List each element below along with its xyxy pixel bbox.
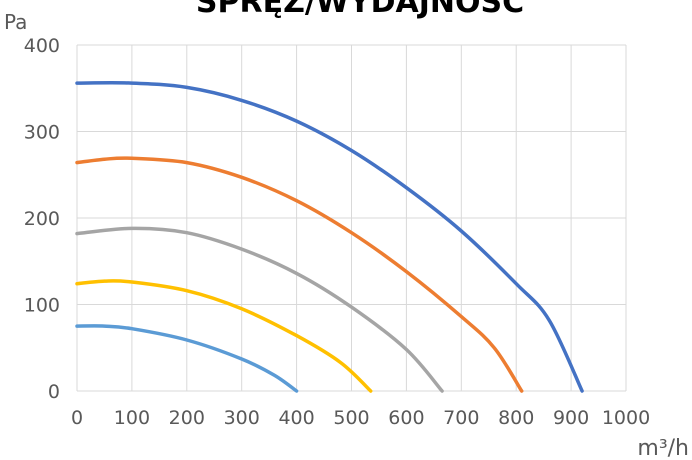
y-tick-label: 300 <box>24 122 60 144</box>
x-axis-ticks: 0 100 200 300 400 500 600 700 800 900 1000 <box>71 407 650 429</box>
x-tick-label: 600 <box>388 407 424 429</box>
x-tick-label: 800 <box>498 407 534 429</box>
series-line-2 <box>75 156 524 393</box>
chart-title: SPRĘŻ/WYDAJNOŚĆ <box>196 0 524 20</box>
x-tick-label: 0 <box>71 407 83 429</box>
y-tick-label: 100 <box>24 295 60 317</box>
series-line-3 <box>75 226 444 393</box>
y-axis-unit: Pa <box>4 10 27 34</box>
x-tick-label: 1000 <box>602 407 650 429</box>
series-line-5 <box>75 324 299 393</box>
gridlines <box>76 44 627 392</box>
series-lines <box>75 80 584 393</box>
y-axis-ticks: 0 100 200 300 400 <box>24 35 60 403</box>
y-tick-label: 0 <box>48 381 60 403</box>
x-tick-label: 400 <box>278 407 314 429</box>
y-tick-label: 400 <box>24 35 60 57</box>
x-tick-label: 700 <box>443 407 479 429</box>
series-line-4 <box>75 279 373 393</box>
x-tick-label: 300 <box>224 407 260 429</box>
x-tick-label: 500 <box>333 407 369 429</box>
x-tick-label: 100 <box>114 407 150 429</box>
y-tick-label: 200 <box>24 208 60 230</box>
x-tick-label: 900 <box>553 407 589 429</box>
x-tick-label: 200 <box>169 407 205 429</box>
series-line-1 <box>75 80 584 393</box>
x-axis-unit: m³/h <box>637 436 689 460</box>
